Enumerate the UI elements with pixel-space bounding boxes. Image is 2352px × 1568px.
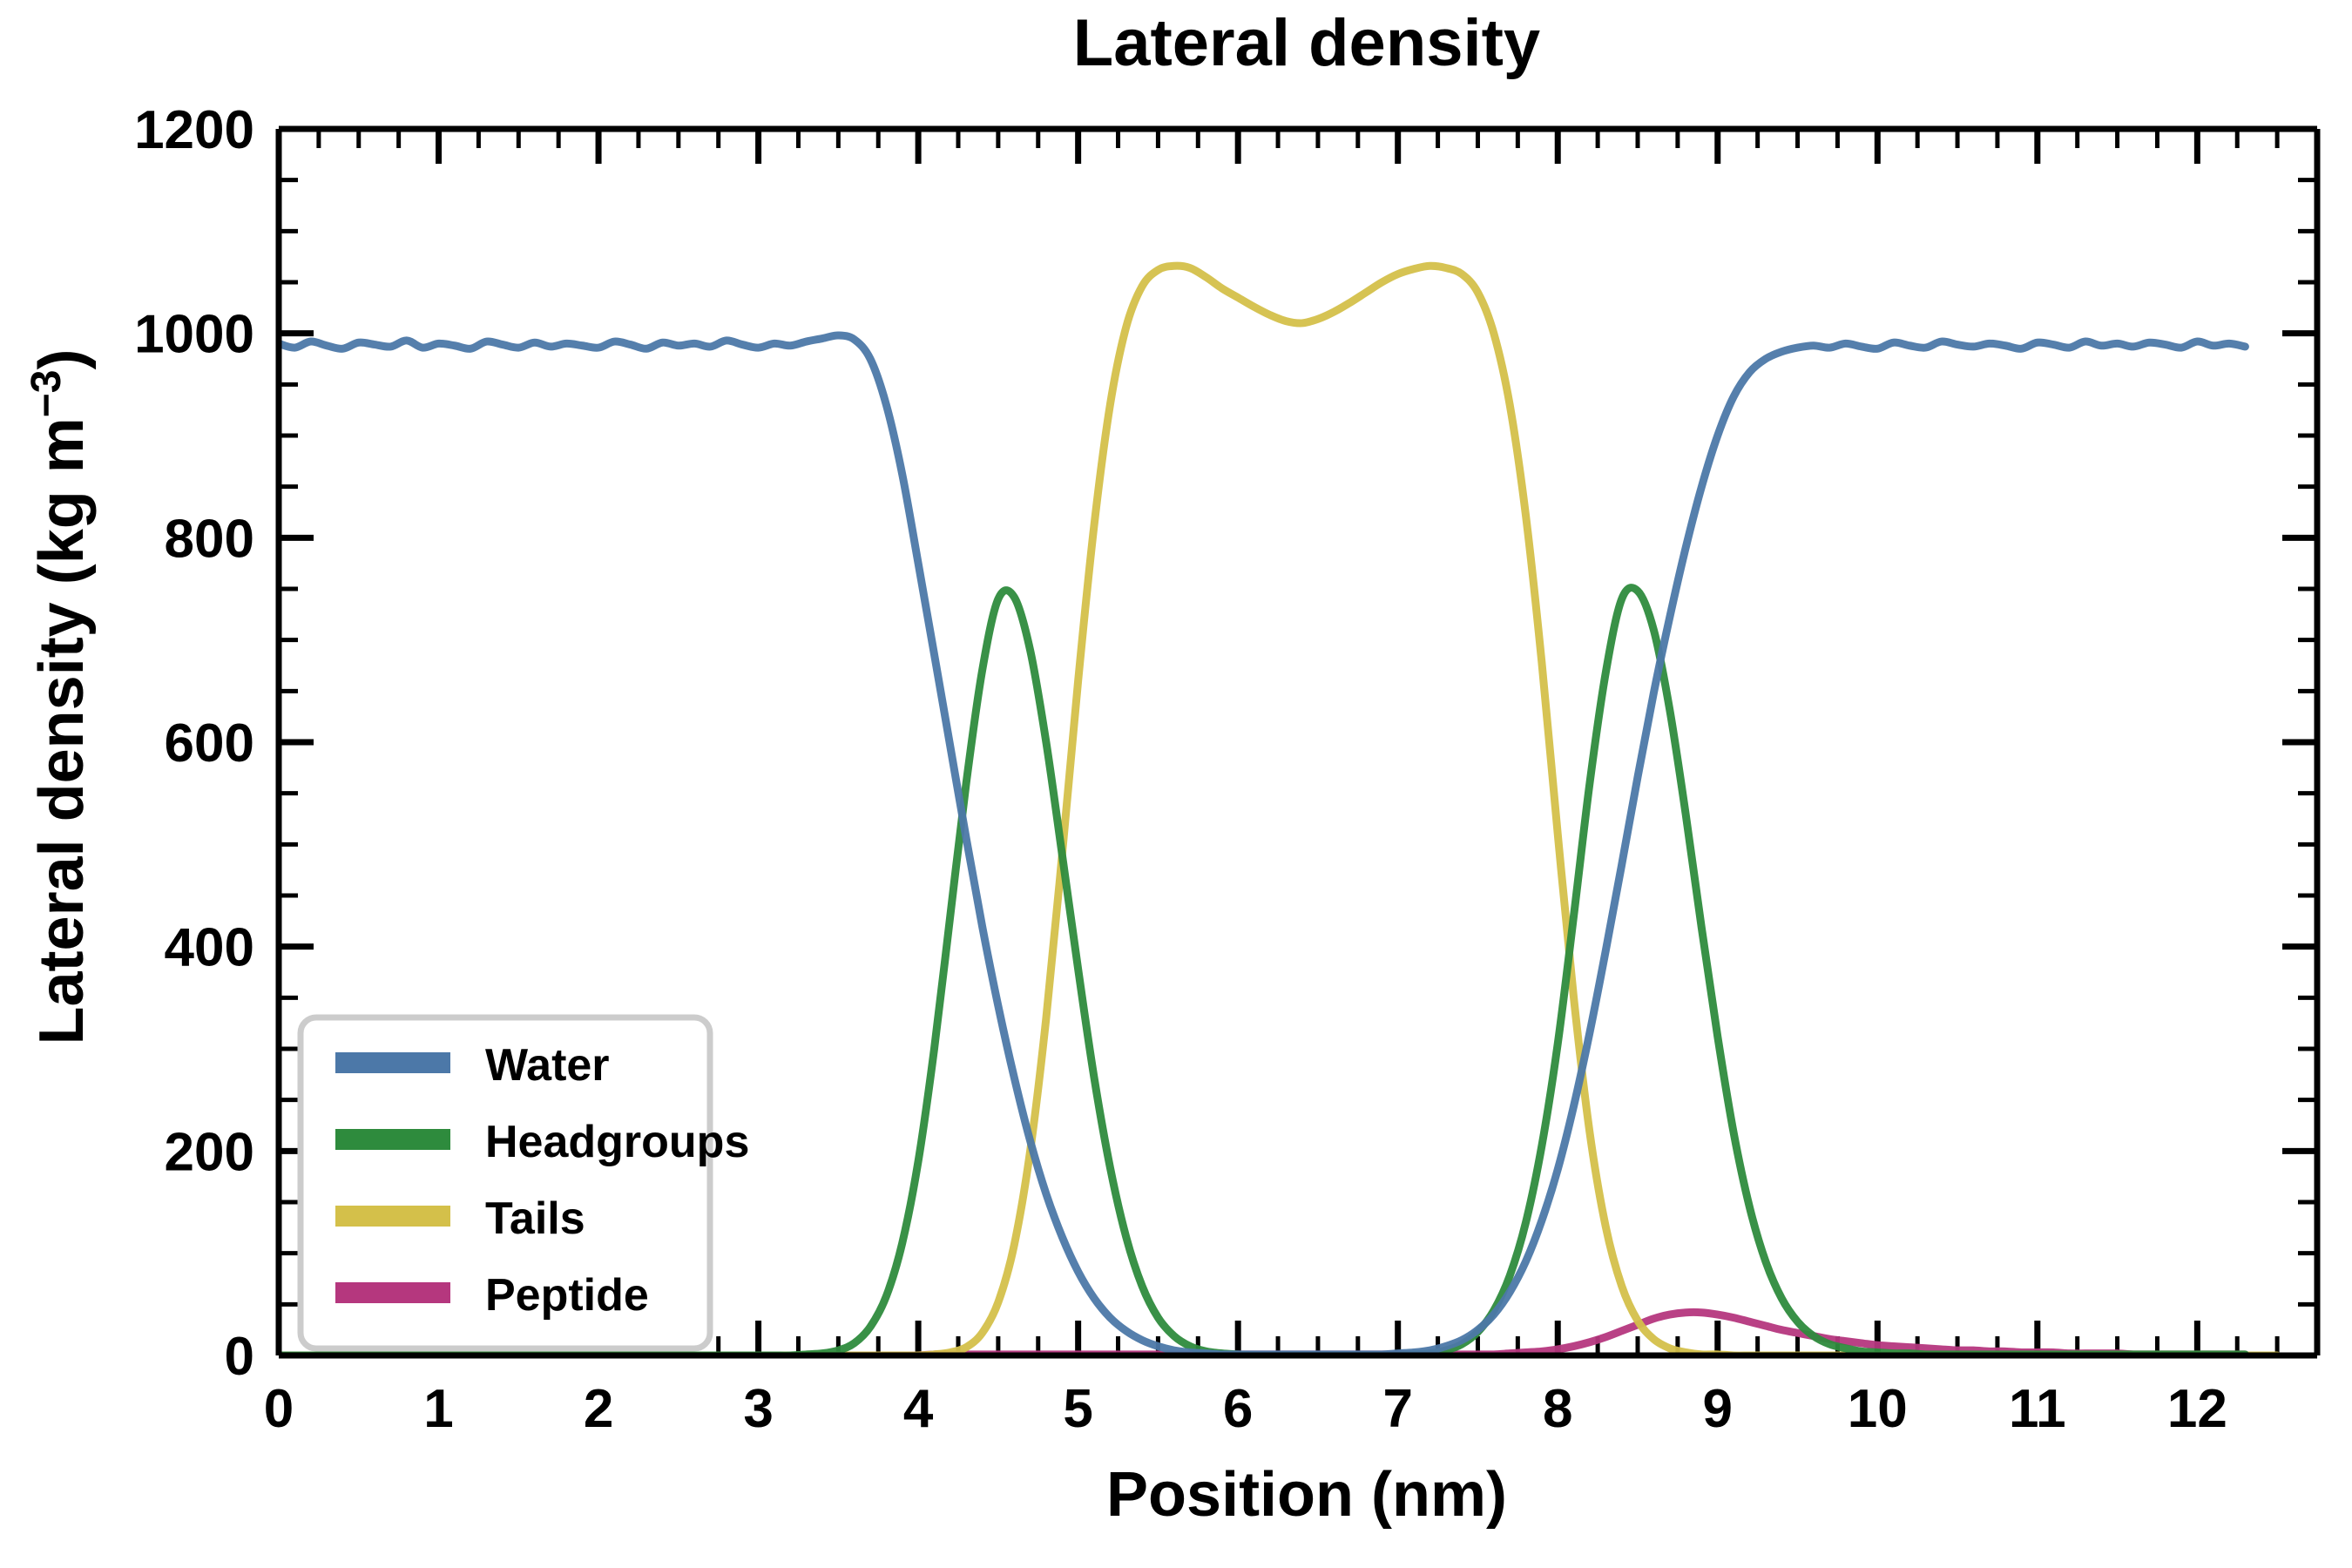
chart-legend[interactable]: Water Headgroups Tails Peptide — [297, 1014, 749, 1352]
y-tick-label: 1200 — [134, 100, 254, 160]
x-tick-label: 1 — [423, 1379, 453, 1439]
y-axis-title: Lateral density (kg m−3) — [24, 349, 98, 1045]
y-tick-label: 800 — [165, 509, 254, 569]
x-tick-label: 10 — [1848, 1379, 1908, 1439]
y-tick-labels: 0 200 400 600 800 1000 1200 — [134, 100, 254, 1387]
x-tick-label: 2 — [584, 1379, 613, 1439]
legend-label-peptide: Peptide — [485, 1270, 649, 1321]
legend-label-tails: Tails — [485, 1193, 585, 1244]
legend-label-water: Water — [485, 1040, 610, 1091]
x-tick-label: 4 — [903, 1379, 934, 1439]
x-tick-label: 12 — [2167, 1379, 2227, 1439]
x-tick-label: 0 — [264, 1379, 294, 1439]
x-tick-label: 8 — [1543, 1379, 1572, 1439]
y-tick-label: 1000 — [134, 305, 254, 365]
x-tick-label: 7 — [1382, 1379, 1412, 1439]
series-line-tails — [279, 261, 2281, 1355]
x-tick-label: 6 — [1223, 1379, 1253, 1439]
y-tick-label: 600 — [165, 713, 254, 774]
chart-title: Lateral density — [1073, 6, 1540, 80]
x-tick-label: 9 — [1703, 1379, 1733, 1439]
legend-box — [297, 1014, 713, 1352]
x-tick-label: 11 — [2009, 1379, 2066, 1439]
x-tick-label: 5 — [1063, 1379, 1092, 1439]
y-tick-label: 0 — [225, 1327, 254, 1387]
x-tick-label: 3 — [743, 1379, 773, 1439]
y-tick-label: 200 — [165, 1122, 254, 1182]
x-axis-title: Position (nm) — [1106, 1460, 1507, 1530]
y-tick-label: 400 — [165, 918, 254, 978]
x-tick-labels: 0 1 2 3 4 5 6 7 8 9 10 11 12 — [264, 1379, 2227, 1439]
legend-label-headgroups: Headgroups — [485, 1117, 749, 1167]
axis-spines — [275, 125, 2321, 1359]
